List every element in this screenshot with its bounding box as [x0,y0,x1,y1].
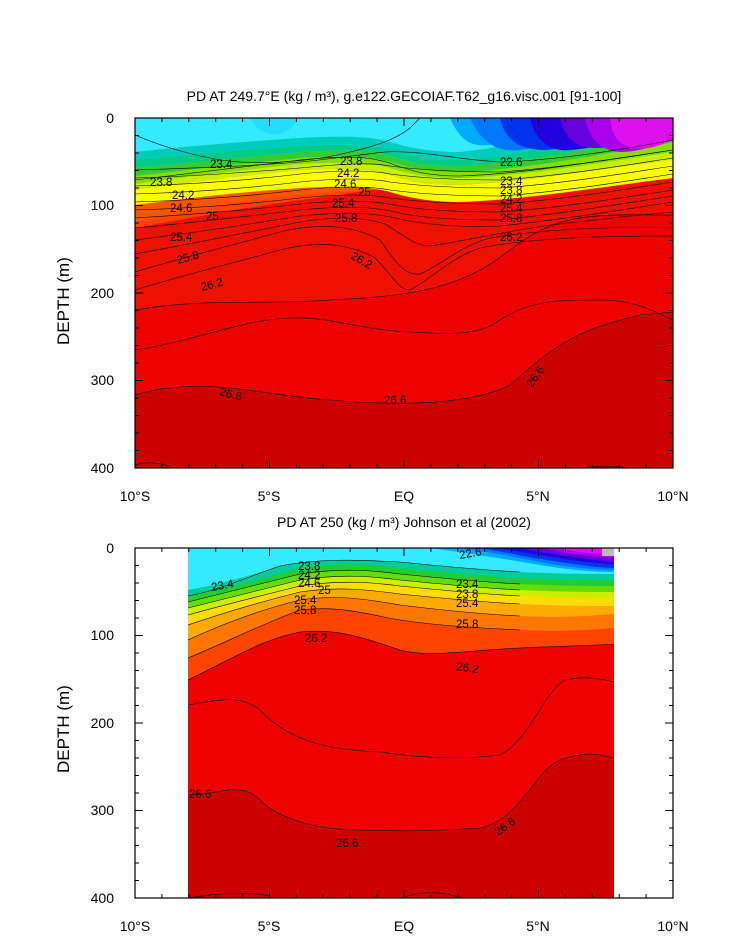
top-x-tick: 10°N [657,488,689,504]
bottom-y-tick: 100 [90,627,114,643]
contour-label: 26.6 [218,386,243,403]
bottom-x-tick: 5°N [526,918,550,934]
contour-label: 25.4 [500,203,523,215]
contour-label: 25.4 [170,232,193,244]
bottom-x-tick: 10°N [657,918,689,934]
contour-label: 26.6 [189,789,211,801]
bottom-x-tick: EQ [393,918,415,934]
contour-label: 23.4 [500,176,523,188]
top-y-tick: 0 [106,110,114,126]
top-y-tick: 300 [90,372,114,388]
bottom-contour-lines [188,559,614,898]
top-panel: PD AT 249.7°E (kg / m³), g.e122.GECOIAF.… [54,88,689,504]
contour-label: 26.2 [456,661,480,676]
contour-label: 26.6 [384,395,406,407]
bottom-panel: PD AT 250 (kg / m³) Johnson et al (2002)… [0,510,733,945]
bottom-chart-title: PD AT 250 (kg / m³) Johnson et al (2002) [277,514,531,530]
contour-label: 22.6 [458,546,482,562]
bottom-y-tick: 300 [90,802,114,818]
contour-label: 23.8 [150,177,172,189]
contour-label: 24.6 [298,578,320,590]
contour-label: 23.4 [210,578,235,594]
contour-label: 26.2 [200,277,225,294]
bottom-x-tick: 10°S [119,918,151,934]
contour-label: 23.8 [298,561,320,573]
contour-label: 23.8 [456,589,478,601]
contour-label: 25 [358,187,371,199]
contour-label: 25 [318,585,331,597]
contour-label: 26.2 [305,633,327,645]
top-x-tick: 10°S [119,488,151,504]
bottom-y-tick: 400 [90,890,114,906]
top-contour-labels: 23.4 23.8 24.2 24.6 25 25.4 25.8 26.2 23… [150,156,547,407]
contour-label: 25 [206,211,219,223]
contour-label: 22.6 [500,157,522,169]
top-y-tick: 100 [90,197,114,213]
contour-label: 25.8 [335,213,357,225]
bottom-x-tick: 5°S [257,918,281,934]
contour-label: 24.6 [334,179,356,191]
contour-label: 24.2 [337,168,359,180]
top-x-tick: 5°S [257,488,281,504]
contour-label: 23.8 [340,156,362,168]
contour-label: 25.8 [294,605,316,617]
contour-label: 24.2 [298,570,320,582]
top-chart-title: PD AT 249.7°E (kg / m³), g.e122.GECOIAF.… [186,88,622,104]
contour-label: 24.2 [172,190,194,202]
top-axes-ticks [134,117,674,469]
contour-label: 25.4 [294,595,317,607]
bottom-contour-plot: 23.4 23.8 24.2 24.6 25 25.4 25.8 26.2 26… [134,546,674,899]
contour-label: 23.8 [500,185,522,197]
contour-label: 25.4 [332,198,355,210]
contour-label: 26.2 [500,232,522,244]
contour-label: 24.6 [170,203,192,215]
top-y-tick: 400 [90,460,114,476]
top-y-tick: 200 [90,285,114,301]
contour-label: 25.8 [176,250,201,267]
contour-label: 23.4 [210,159,233,171]
top-x-tick: 5°N [526,488,550,504]
top-contour-lines [135,118,673,468]
contour-label: 25.8 [500,213,522,225]
top-x-tick: EQ [393,488,415,504]
contour-label: 25.4 [456,598,479,610]
contour-label: 24.2 [500,194,522,206]
contour-label: 25.8 [456,619,478,631]
bottom-axes-ticks [134,547,674,899]
contour-label: 26.6 [336,838,358,850]
top-contour-plot: 23.4 23.8 24.2 24.6 25 25.4 25.8 26.2 23… [134,117,674,469]
contour-label: 23.4 [456,579,479,591]
bottom-contour-fill [188,548,614,898]
bottom-y-tick: 0 [106,540,114,556]
bottom-y-tick: 200 [90,715,114,731]
